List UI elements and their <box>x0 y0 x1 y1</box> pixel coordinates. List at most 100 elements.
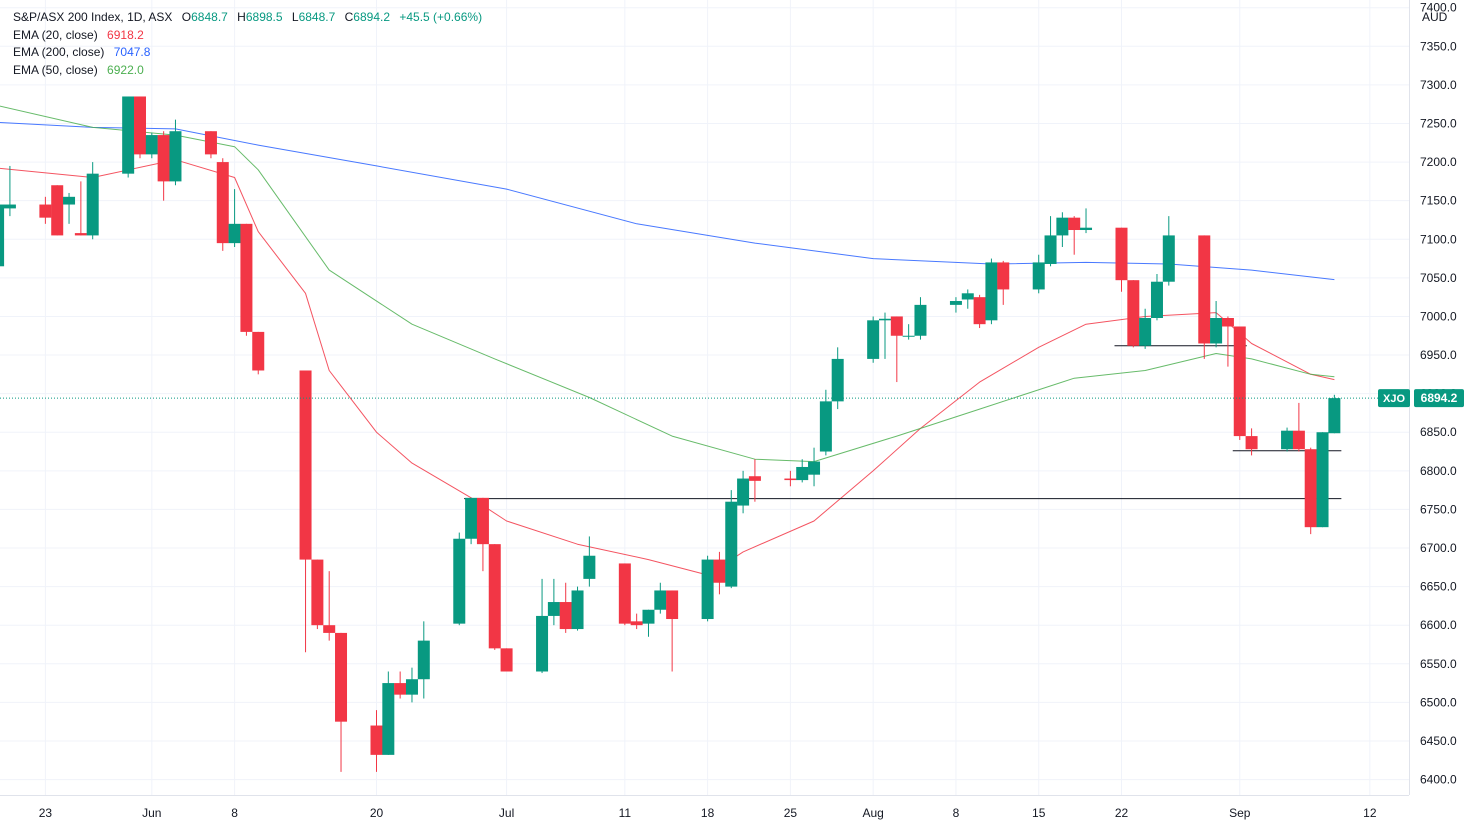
candle-body[interactable] <box>51 185 64 236</box>
price-tick-label: 7300.0 <box>1420 78 1457 92</box>
candle-body[interactable] <box>0 204 5 267</box>
candle-body[interactable] <box>169 131 182 182</box>
candle-body[interactable] <box>949 301 962 305</box>
legend-ema200-row[interactable]: EMA (200, close) 7047.8 <box>13 44 482 62</box>
candle-body[interactable] <box>252 331 265 371</box>
candle-body[interactable] <box>1304 449 1317 528</box>
legend-ema50-row[interactable]: EMA (50, close) 6922.0 <box>13 62 482 80</box>
candle-body[interactable] <box>559 602 572 630</box>
symbol-badge <box>1378 389 1410 408</box>
candle-body[interactable] <box>1162 235 1175 282</box>
candle-body[interactable] <box>642 609 655 624</box>
candle-body[interactable] <box>536 615 549 672</box>
candle-body[interactable] <box>311 559 324 626</box>
candle-body[interactable] <box>1328 398 1341 434</box>
candle-body[interactable] <box>737 478 750 506</box>
candle-body[interactable] <box>571 590 584 630</box>
ema-line[interactable] <box>0 159 1335 576</box>
candle-body[interactable] <box>476 497 489 545</box>
candle-body[interactable] <box>1245 436 1258 450</box>
candle-body[interactable] <box>583 555 596 579</box>
candle-body[interactable] <box>713 559 726 583</box>
candle-body[interactable] <box>382 683 395 755</box>
candle-body[interactable] <box>618 563 631 624</box>
candle-body[interactable] <box>417 640 430 680</box>
candle-body[interactable] <box>867 320 880 359</box>
time-tick-label: Jul <box>499 806 514 820</box>
candle-body[interactable] <box>1080 227 1093 231</box>
candle-body[interactable] <box>784 478 797 481</box>
candle-body[interactable] <box>831 358 844 402</box>
candle-body[interactable] <box>63 196 76 205</box>
candle-body[interactable] <box>405 679 418 695</box>
candle-body[interactable] <box>748 476 761 481</box>
candle-body[interactable] <box>890 316 903 336</box>
candle-body[interactable] <box>961 293 974 300</box>
candle-body[interactable] <box>725 501 738 587</box>
candle-body[interactable] <box>796 466 809 481</box>
candle-body[interactable] <box>74 233 87 236</box>
candle-body[interactable] <box>228 223 241 244</box>
candle-body[interactable] <box>1056 217 1069 236</box>
candle-body[interactable] <box>335 632 348 722</box>
candle-body[interactable] <box>997 262 1010 290</box>
candle-body[interactable] <box>1292 430 1305 450</box>
candle-body[interactable] <box>3 204 16 209</box>
candle-body[interactable] <box>240 223 253 332</box>
candle-body[interactable] <box>145 135 158 155</box>
candle-body[interactable] <box>914 304 927 336</box>
candle-body[interactable] <box>133 96 146 155</box>
candle-body[interactable] <box>666 590 679 620</box>
price-change: +45.5 (+0.66%) <box>399 10 483 24</box>
candle-body[interactable] <box>453 538 466 624</box>
candle-body[interactable] <box>878 318 891 321</box>
candle-body[interactable] <box>819 401 832 452</box>
symbol-title[interactable]: S&P/ASX 200 Index, 1D, ASX <box>13 10 173 24</box>
legend-ema20-row[interactable]: EMA (20, close) 6918.2 <box>13 27 482 45</box>
candle-body[interactable] <box>808 461 821 475</box>
price-tick-label: 6400.0 <box>1420 773 1457 787</box>
candle-body[interactable] <box>547 602 560 616</box>
candle-body[interactable] <box>39 204 52 218</box>
symbol-badge-label: XJO <box>1383 393 1405 405</box>
candle-body[interactable] <box>394 683 407 695</box>
candle-body[interactable] <box>323 625 336 633</box>
candle-body[interactable] <box>1281 430 1294 450</box>
candle-body[interactable] <box>1150 281 1163 318</box>
candle-body[interactable] <box>1198 235 1211 344</box>
candle-body[interactable] <box>1316 432 1329 528</box>
candle-body[interactable] <box>1044 235 1057 264</box>
price-tick-label: 6700.0 <box>1420 541 1457 555</box>
candle-body[interactable] <box>973 297 986 325</box>
candle-body[interactable] <box>157 135 170 182</box>
time-tick-label: 18 <box>701 806 715 820</box>
candle-body[interactable] <box>500 648 513 672</box>
candle-body[interactable] <box>1221 318 1234 327</box>
candle-body[interactable] <box>985 262 998 321</box>
candle-body[interactable] <box>630 621 643 626</box>
candle-body[interactable] <box>1210 318 1223 344</box>
candle-body[interactable] <box>1233 326 1246 437</box>
candle-body[interactable] <box>1032 262 1045 290</box>
candle-body[interactable] <box>488 544 501 649</box>
time-tick-label: 22 <box>1115 806 1129 820</box>
candle-body[interactable] <box>654 590 667 610</box>
candle-body[interactable] <box>216 162 229 244</box>
ema-line[interactable] <box>0 121 1335 281</box>
candle-body[interactable] <box>370 725 383 755</box>
high-key: H <box>237 10 246 24</box>
candle-body[interactable] <box>1068 217 1081 231</box>
candle-body[interactable] <box>204 131 217 155</box>
candle-body[interactable] <box>902 335 915 337</box>
candle-body[interactable] <box>1139 318 1152 346</box>
candle-body[interactable] <box>122 96 135 174</box>
candle-body[interactable] <box>1127 280 1140 346</box>
candle-body[interactable] <box>86 173 99 236</box>
candle-body[interactable] <box>299 370 312 560</box>
candle-body[interactable] <box>465 497 478 539</box>
candle-body[interactable] <box>701 559 714 620</box>
candle-body[interactable] <box>1115 227 1128 281</box>
price-tick-label: 6500.0 <box>1420 695 1457 709</box>
